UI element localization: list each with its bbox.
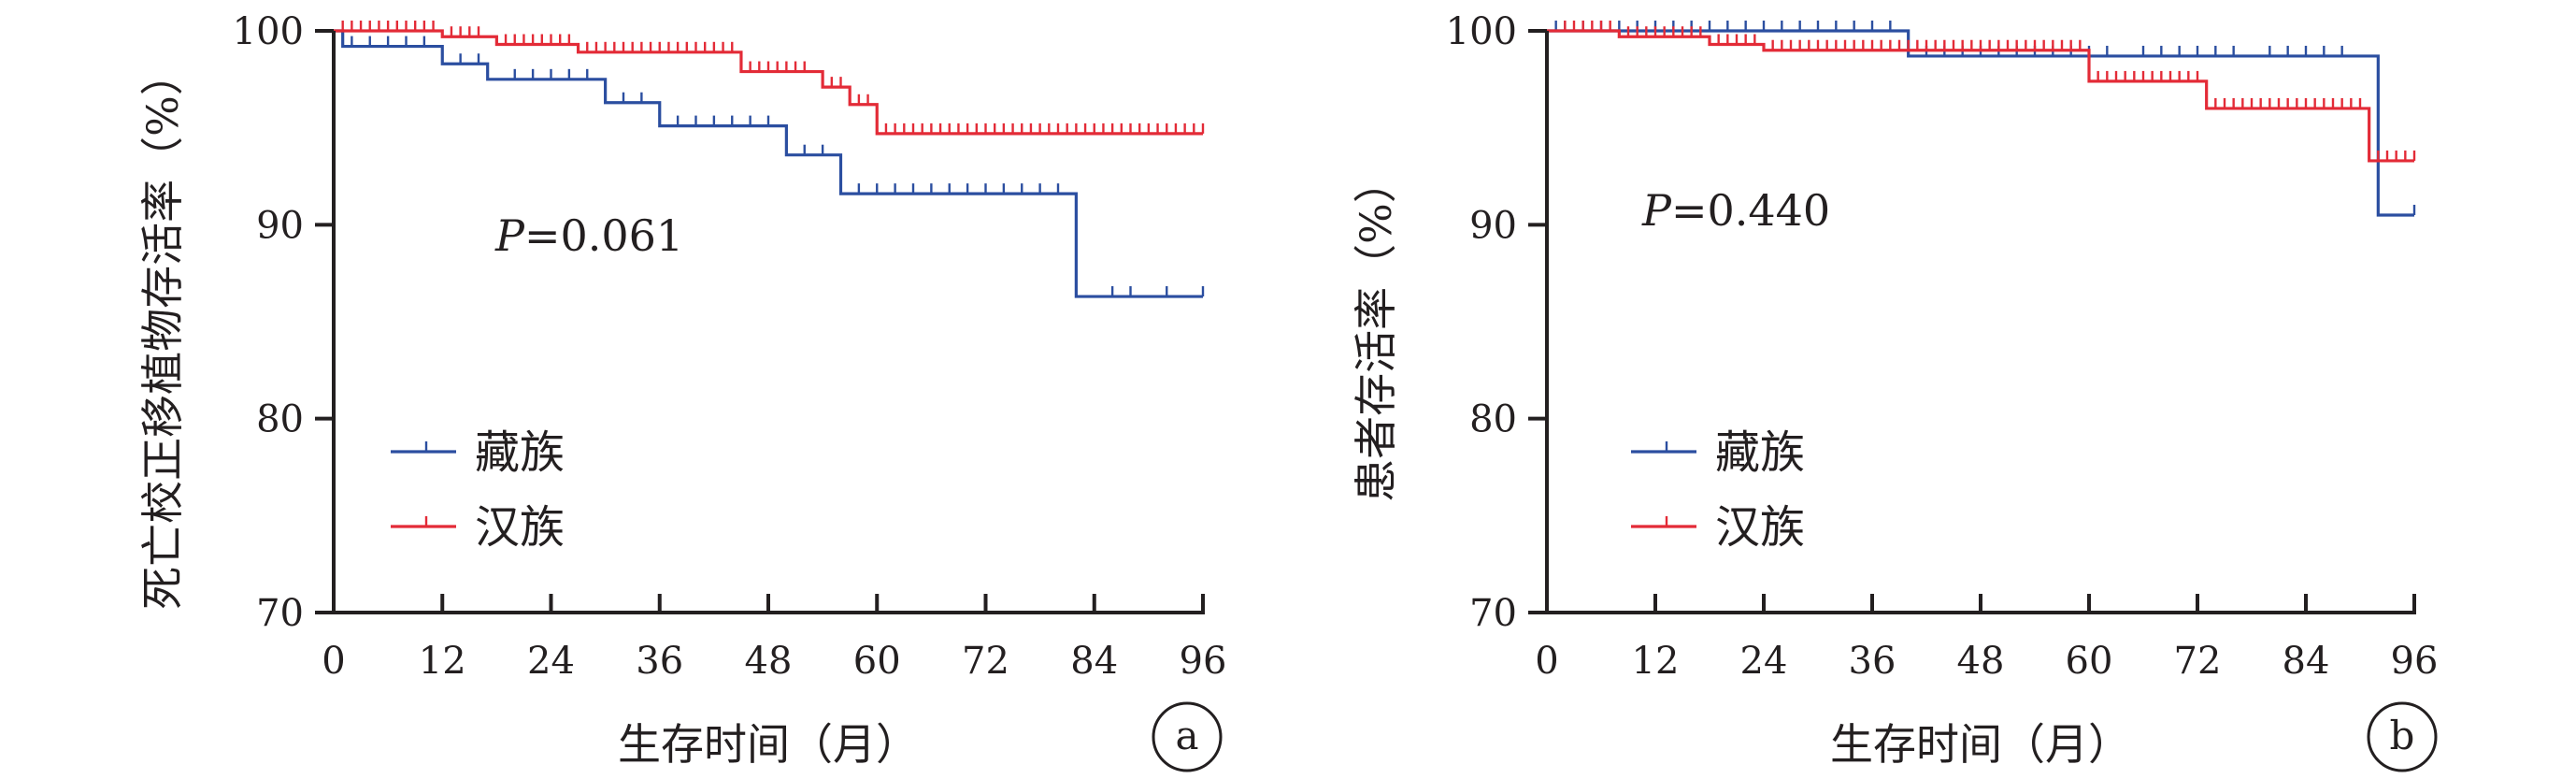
x-tick-label: 60 [853,640,901,683]
legend-item: 汉族 [391,501,565,554]
x-tick-label: 36 [1849,640,1896,683]
panel-label-circle [2367,701,2438,772]
x-axis-title: 生存时间（月） [1830,719,2131,770]
p-symbol: P [1641,185,1672,236]
x-tick-label: 24 [527,640,575,683]
panel-letter: a [1175,713,1198,758]
x-tick-label: 0 [322,640,345,683]
y-tick-label: 70 [1469,592,1517,635]
y-tick-label: 90 [256,204,304,247]
y-axis-title: 死亡校正移植物存活率（%） [137,52,188,610]
x-tick-label: 72 [962,640,1009,683]
y-tick-label: 80 [256,398,304,441]
panel-label: a [1152,701,1223,772]
legend-label: 藏族 [1715,426,1805,479]
panel-label-circle [1152,701,1223,772]
x-tick-label: 60 [2066,640,2113,683]
p-value-annotation: P=0.440 [1641,185,1830,236]
x-tick-label: 36 [636,640,683,683]
x-tick-label: 72 [2174,640,2222,683]
x-tick-label: 96 [2391,640,2439,683]
panel-letter: b [2390,713,2415,758]
legend-label: 汉族 [475,501,565,554]
p-value: =0.061 [524,210,683,261]
series-tibetan [334,29,1205,298]
legend-item: 藏族 [391,426,565,479]
x-tick-label: 12 [1632,640,1680,683]
legend-label: 汉族 [1715,501,1805,554]
y-tick-label: 80 [1469,398,1517,441]
x-axis-title: 生存时间（月） [618,719,919,770]
x-tick-label: 24 [1740,640,1788,683]
survival-curve [1547,29,2414,163]
axes: 70 80 90 100 0 12 24 36 48 60 72 84 96 [233,10,1227,683]
x-tick-label: 48 [745,640,793,683]
panel-a: 70 80 90 100 0 12 24 36 48 60 72 84 96 生存时间（月） 死亡校正移植物… [137,10,1227,772]
y-tick-label: 90 [1469,204,1517,247]
x-tick-label: 48 [1957,640,2005,683]
p-value-annotation: P=0.061 [494,210,683,261]
y-tick-label: 100 [1446,10,1517,53]
series-han [1547,21,2416,163]
survival-curve [334,29,1203,298]
y-tick-label: 100 [233,10,304,53]
p-value: =0.440 [1671,185,1830,236]
y-tick-label: 70 [256,592,304,635]
legend-item: 藏族 [1631,426,1805,479]
x-tick-label: 0 [1535,640,1558,683]
x-tick-label: 12 [419,640,466,683]
panel-b: 70 80 90 100 0 12 24 36 48 60 72 84 96 生存时间（月） 患者存活率（%… [1351,10,2439,772]
legend-item: 汉族 [1631,501,1805,554]
panel-label: b [2367,701,2438,772]
p-symbol: P [494,210,525,261]
axes: 70 80 90 100 0 12 24 36 48 60 72 84 96 [1446,10,2439,683]
series-han [334,21,1205,136]
x-tick-label: 84 [2283,640,2330,683]
x-tick-label: 84 [1070,640,1118,683]
legend-label: 藏族 [475,426,565,479]
y-axis-title: 患者存活率（%） [1351,160,1401,502]
x-tick-label: 96 [1180,640,1227,683]
